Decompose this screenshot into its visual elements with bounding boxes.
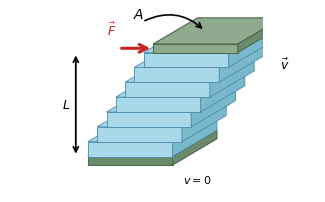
Polygon shape — [219, 42, 264, 83]
Polygon shape — [153, 19, 282, 45]
Polygon shape — [191, 86, 236, 127]
Polygon shape — [210, 57, 254, 98]
Polygon shape — [107, 112, 191, 127]
Polygon shape — [144, 27, 273, 53]
Polygon shape — [125, 57, 254, 83]
Polygon shape — [97, 101, 226, 127]
Text: $\vec{v}$: $\vec{v}$ — [280, 57, 290, 72]
Text: $L$: $L$ — [61, 99, 70, 112]
Polygon shape — [135, 42, 264, 68]
Polygon shape — [116, 98, 201, 112]
Polygon shape — [88, 116, 217, 142]
Polygon shape — [153, 45, 238, 53]
Polygon shape — [173, 131, 217, 165]
Polygon shape — [238, 19, 282, 53]
Polygon shape — [88, 157, 173, 165]
Polygon shape — [182, 101, 226, 142]
Polygon shape — [107, 86, 236, 112]
Polygon shape — [88, 131, 217, 157]
Polygon shape — [88, 142, 173, 157]
Polygon shape — [135, 68, 219, 83]
Text: $A$: $A$ — [133, 8, 144, 22]
Polygon shape — [116, 72, 245, 98]
Polygon shape — [144, 53, 228, 68]
Polygon shape — [173, 116, 217, 157]
Polygon shape — [228, 27, 273, 68]
Polygon shape — [201, 72, 245, 112]
Text: $\vec{F}$: $\vec{F}$ — [108, 22, 117, 39]
Polygon shape — [125, 83, 210, 98]
Polygon shape — [97, 127, 182, 142]
Text: $v = 0$: $v = 0$ — [183, 173, 211, 185]
